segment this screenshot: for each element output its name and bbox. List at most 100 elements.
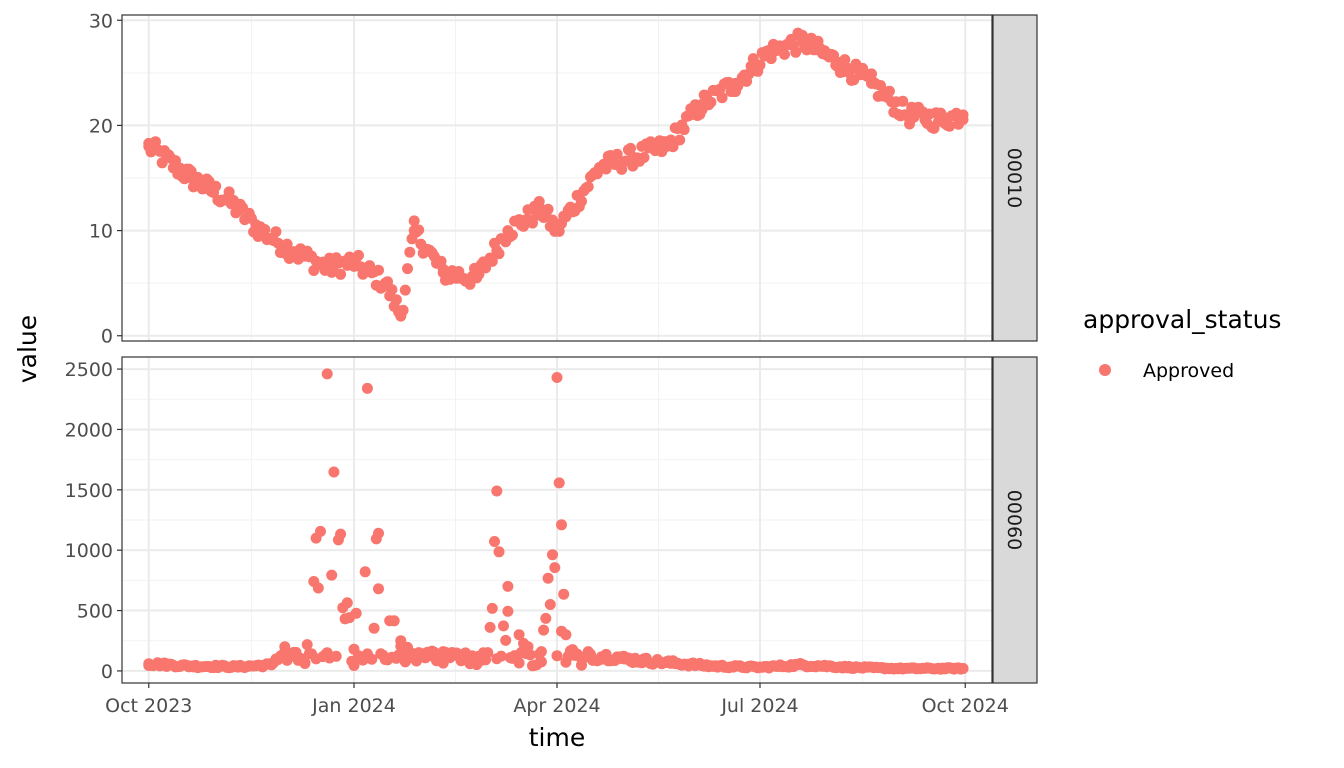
data-point (404, 246, 416, 258)
x-tick-label: Oct 2023 (105, 695, 192, 717)
data-point (402, 263, 413, 275)
data-point (674, 134, 686, 146)
data-point (321, 261, 333, 273)
data-point (502, 580, 514, 592)
data-point (210, 180, 222, 192)
legend-label-approved: Approved (1143, 360, 1234, 382)
data-point (551, 650, 563, 662)
data-point (471, 272, 483, 284)
data-point (299, 657, 311, 668)
data-point (843, 661, 855, 673)
data-point (524, 649, 536, 661)
data-point (593, 162, 605, 173)
data-point (576, 195, 587, 207)
data-point (513, 629, 525, 641)
strip-label: 00010 (1003, 148, 1025, 208)
data-point (866, 68, 877, 80)
facet-strips: 00010 00060 (992, 14, 1038, 684)
data-point (373, 583, 384, 595)
data-point (254, 225, 266, 237)
data-point (288, 246, 300, 258)
data-point (395, 309, 407, 321)
data-point (395, 635, 407, 647)
data-point (500, 634, 512, 646)
y-tick-label: 0 (101, 661, 113, 683)
data-point (779, 48, 790, 60)
y-tick-label: 1000 (65, 540, 113, 562)
data-point (897, 95, 909, 107)
data-point (379, 277, 391, 289)
data-point (944, 120, 956, 132)
strip-00060: 00060 (992, 356, 1038, 684)
data-point (373, 264, 384, 276)
series-approved-00060 (143, 368, 969, 675)
data-point (281, 238, 293, 250)
data-point (359, 566, 371, 578)
data-point (321, 368, 333, 380)
data-point (348, 660, 360, 671)
data-point (535, 656, 547, 668)
x-tick-label: Jan 2024 (311, 695, 396, 717)
data-point (502, 225, 514, 237)
data-point (348, 643, 360, 655)
data-point (551, 372, 563, 383)
y-tick-label: 0 (101, 326, 113, 348)
data-point (493, 546, 505, 558)
data-point (495, 650, 507, 662)
data-point (477, 647, 489, 659)
data-point (696, 98, 708, 110)
data-point (754, 661, 766, 673)
data-point (486, 602, 498, 614)
strip-background (992, 356, 1038, 684)
data-point (143, 658, 155, 670)
data-point (266, 659, 277, 671)
data-point (625, 142, 637, 154)
data-point (498, 620, 509, 632)
y-tick-label: 2000 (65, 419, 113, 441)
x-tick-label: Apr 2024 (513, 695, 600, 717)
data-point (232, 661, 244, 673)
data-point (796, 35, 808, 47)
data-point (330, 650, 342, 662)
y-tick-label: 10 (89, 221, 113, 243)
data-point (763, 46, 775, 58)
data-point (540, 612, 552, 624)
data-point (535, 204, 547, 215)
legend-title: approval_status (1083, 305, 1281, 334)
data-point (707, 660, 719, 672)
data-point (547, 549, 558, 561)
data-point (348, 256, 360, 268)
data-point (544, 599, 556, 610)
data-point (549, 562, 561, 574)
y-axis-title: value (13, 315, 42, 383)
legend: approval_status Approved (1083, 305, 1281, 382)
data-point (660, 141, 672, 152)
data-point (892, 663, 904, 674)
data-point (484, 621, 496, 633)
data-point (437, 267, 449, 279)
x-axis-title: time (529, 723, 585, 752)
facet-panels: 0 10 20 30 0 500 1000 1500 2000 2500 (65, 10, 993, 684)
data-point (408, 215, 420, 227)
data-point (143, 141, 155, 152)
data-point (399, 284, 411, 296)
data-point (678, 124, 690, 136)
data-point (730, 77, 741, 89)
data-point (221, 193, 233, 205)
data-point (705, 96, 717, 108)
series-approved-00010 (143, 27, 969, 322)
data-point (368, 622, 380, 634)
data-point (373, 527, 384, 539)
data-point (535, 646, 547, 658)
data-point (491, 485, 503, 497)
data-point (551, 225, 563, 237)
y-tick-label: 1500 (65, 480, 113, 502)
data-point (957, 663, 969, 674)
data-point (437, 646, 449, 658)
data-point (558, 588, 570, 600)
data-point (754, 59, 766, 71)
data-point (627, 151, 639, 163)
data-point (350, 607, 362, 619)
data-point (790, 46, 802, 58)
